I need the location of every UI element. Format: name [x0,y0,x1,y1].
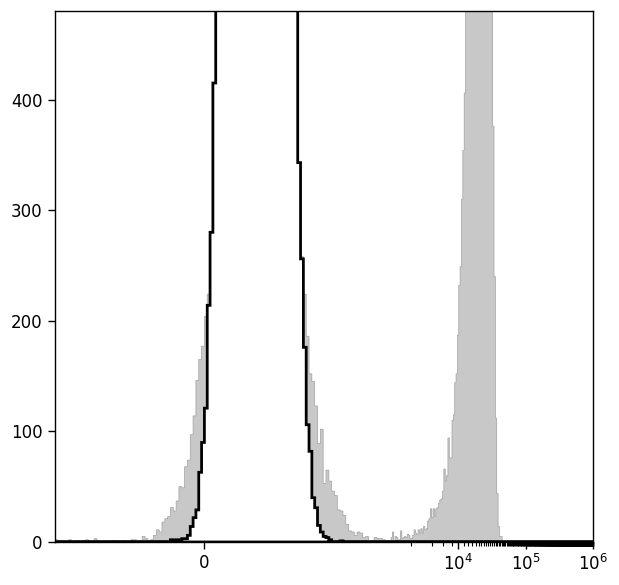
Polygon shape [54,0,593,542]
Polygon shape [54,0,593,542]
